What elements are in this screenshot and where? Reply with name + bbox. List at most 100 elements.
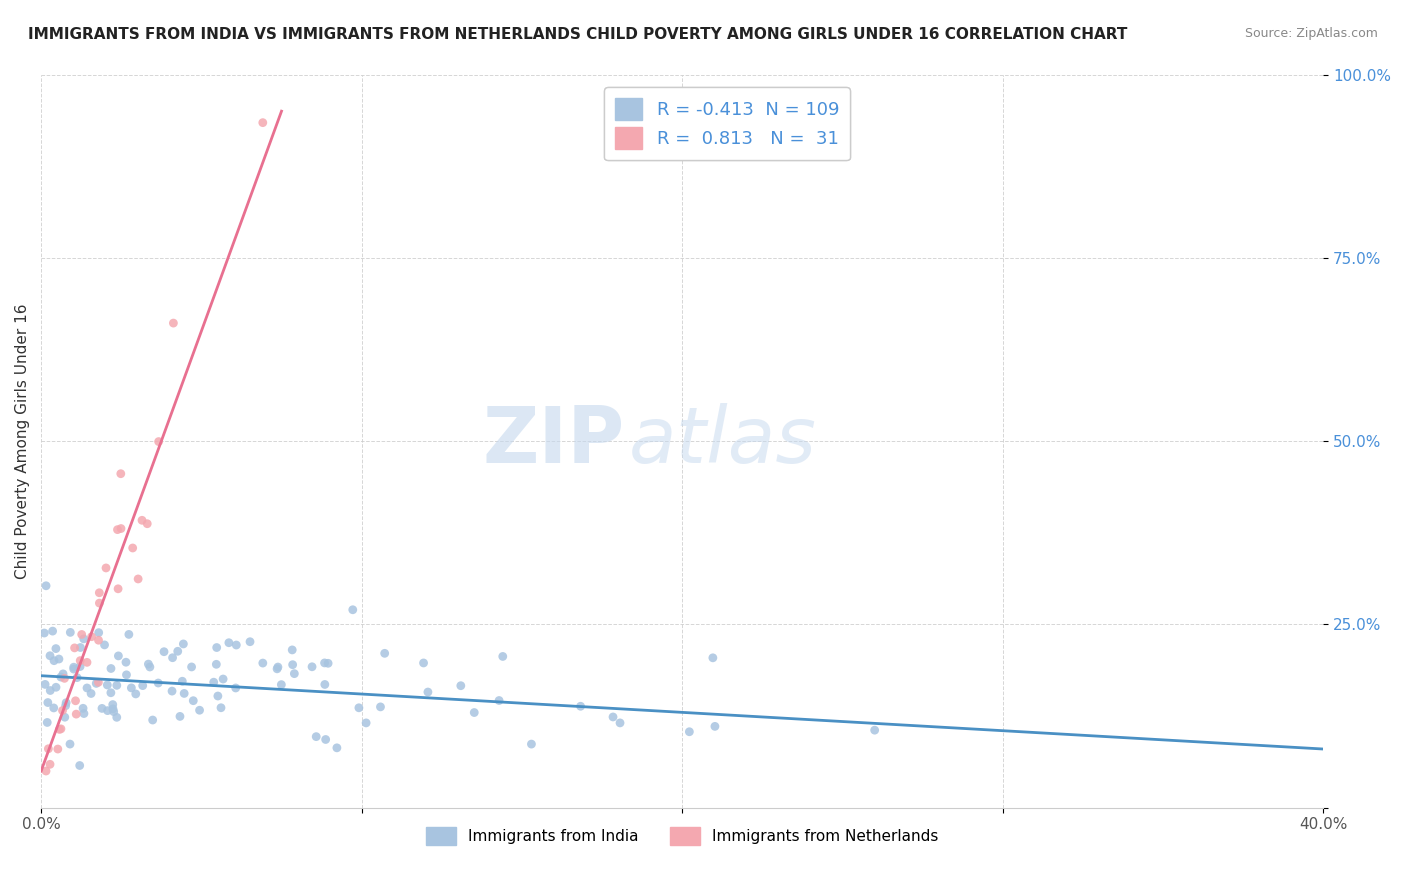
Point — [301, 660, 323, 674]
Text: IMMIGRANTS FROM INDIA VS IMMIGRANTS FROM NETHERLANDS CHILD POVERTY AMONG GIRLS U: IMMIGRANTS FROM INDIA VS IMMIGRANTS FROM… — [28, 27, 1128, 42]
Point — [53, 671, 76, 685]
Point — [69, 758, 91, 772]
Point — [37, 696, 59, 710]
Point — [76, 656, 98, 670]
Point — [76, 681, 98, 695]
Point — [218, 636, 240, 650]
Point — [100, 661, 122, 675]
Point — [39, 648, 62, 663]
Point — [416, 685, 439, 699]
Point — [42, 654, 65, 668]
Point — [162, 650, 184, 665]
Point — [53, 710, 76, 724]
Point — [374, 646, 396, 660]
Point — [180, 660, 202, 674]
Point — [166, 644, 188, 658]
Text: ZIP: ZIP — [482, 403, 624, 479]
Point — [59, 737, 82, 751]
Point — [125, 687, 148, 701]
Point — [138, 657, 160, 672]
Point — [131, 513, 153, 527]
Point — [115, 668, 138, 682]
Point — [107, 648, 129, 663]
Point — [48, 723, 70, 737]
Point — [37, 715, 59, 730]
Point — [127, 572, 149, 586]
Point — [205, 657, 228, 672]
Point — [80, 630, 103, 644]
Point — [107, 582, 129, 596]
Point — [55, 696, 77, 710]
Point — [342, 603, 364, 617]
Point — [101, 702, 124, 716]
Point — [49, 722, 72, 736]
Point — [202, 675, 225, 690]
Point — [678, 724, 700, 739]
Point — [118, 627, 141, 641]
Point — [863, 723, 886, 738]
Point — [266, 662, 288, 676]
Point — [412, 656, 434, 670]
Point — [315, 732, 337, 747]
Point — [188, 703, 211, 717]
Point — [52, 666, 75, 681]
Point — [105, 678, 128, 692]
Point — [48, 652, 70, 666]
Point — [69, 640, 91, 655]
Point — [305, 730, 328, 744]
Point — [492, 649, 515, 664]
Point — [225, 638, 247, 652]
Point — [609, 715, 631, 730]
Point — [148, 434, 170, 449]
Point — [520, 737, 543, 751]
Point — [91, 701, 114, 715]
Point — [96, 678, 118, 692]
Point — [101, 698, 124, 712]
Point — [703, 719, 725, 733]
Y-axis label: Child Poverty Among Girls Under 16: Child Poverty Among Girls Under 16 — [15, 303, 30, 579]
Point — [51, 704, 73, 718]
Point — [103, 705, 125, 719]
Point — [121, 541, 143, 555]
Point — [181, 694, 204, 708]
Point — [139, 660, 162, 674]
Point — [281, 657, 304, 672]
Point — [87, 633, 110, 648]
Point — [46, 742, 69, 756]
Point — [212, 672, 235, 686]
Point — [45, 641, 67, 656]
Point — [69, 659, 91, 673]
Point — [45, 680, 67, 694]
Legend: R = -0.413  N = 109, R =  0.813   N =  31: R = -0.413 N = 109, R = 0.813 N = 31 — [605, 87, 849, 161]
Point — [120, 681, 142, 695]
Point — [39, 683, 62, 698]
Text: atlas: atlas — [628, 403, 817, 479]
Point — [87, 625, 110, 640]
Point — [314, 677, 336, 691]
Point — [148, 676, 170, 690]
Point — [35, 764, 58, 778]
Point — [488, 693, 510, 707]
Point — [66, 671, 89, 685]
Point — [172, 637, 194, 651]
Point — [160, 684, 183, 698]
Point — [115, 655, 138, 669]
Point — [239, 634, 262, 648]
Point — [173, 686, 195, 700]
Point — [62, 662, 84, 676]
Point — [70, 627, 93, 641]
Point — [100, 686, 122, 700]
Point — [59, 625, 82, 640]
Point — [55, 698, 77, 713]
Point — [142, 713, 165, 727]
Point — [169, 709, 191, 723]
Point — [65, 694, 87, 708]
Point — [37, 741, 59, 756]
Point — [281, 643, 304, 657]
Point — [136, 516, 159, 531]
Point — [80, 686, 103, 700]
Point — [72, 701, 94, 715]
Text: Source: ZipAtlas.com: Source: ZipAtlas.com — [1244, 27, 1378, 40]
Point — [172, 674, 194, 689]
Point — [41, 624, 63, 639]
